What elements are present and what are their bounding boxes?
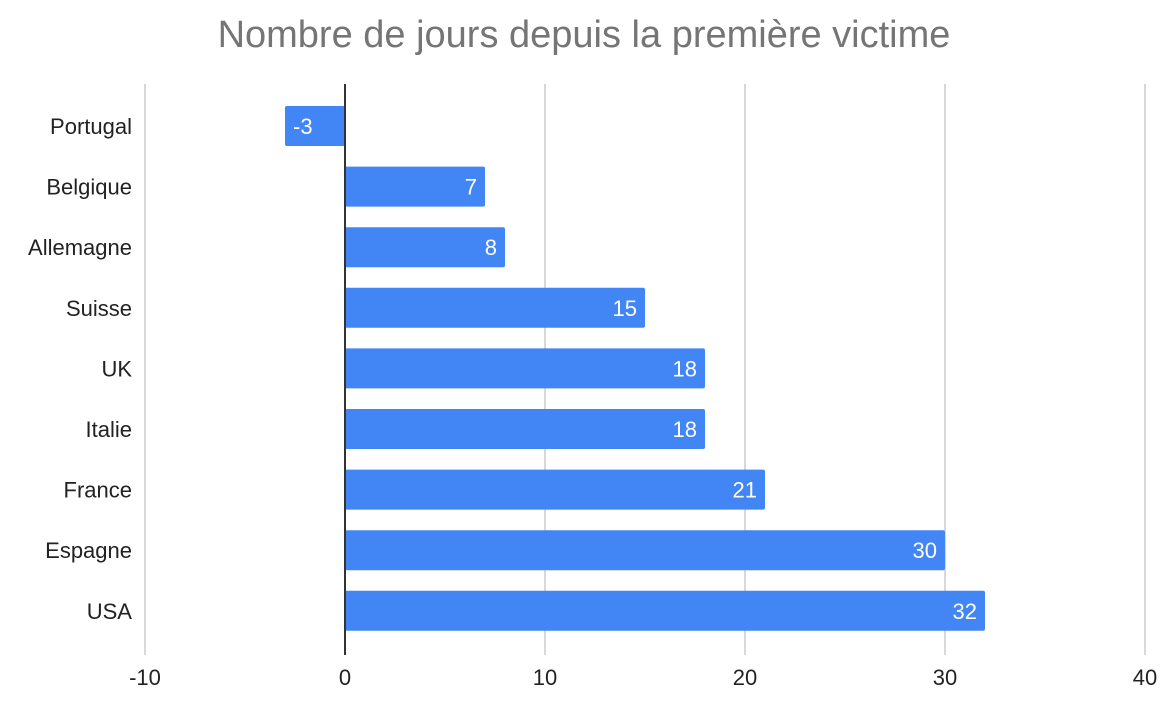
category-label: Espagne (45, 538, 132, 563)
bar-value-label: -3 (293, 114, 313, 139)
category-label: France (64, 478, 132, 503)
bar-value-label: 7 (465, 175, 477, 200)
x-axis-tick-labels: -10 0 10 20 30 40 (129, 665, 1157, 690)
x-tick-label: 30 (933, 665, 957, 690)
bar (345, 469, 765, 510)
category-label: USA (87, 599, 133, 624)
x-tick-label: 0 (339, 665, 351, 690)
chart-title: Nombre de jours depuis la première victi… (217, 14, 951, 56)
x-tick-label: -10 (129, 665, 161, 690)
bar-value-label: 21 (733, 478, 757, 503)
category-label: Italie (86, 417, 132, 442)
category-label: UK (101, 356, 132, 381)
bar-value-label: 18 (673, 417, 697, 442)
bar-value-label: 32 (953, 599, 977, 624)
x-tick-label: 20 (733, 665, 757, 690)
bar-value-label: 15 (613, 296, 637, 321)
bars: -3 7 8 15 18 18 21 30 32 (285, 106, 985, 631)
x-tick-label: 10 (533, 665, 557, 690)
bar (345, 166, 485, 207)
category-label: Portugal (50, 114, 132, 139)
category-label: Suisse (66, 296, 132, 321)
bar-value-label: 8 (485, 235, 497, 260)
bar (345, 227, 505, 268)
bar (345, 530, 945, 571)
bar-value-label: 18 (673, 356, 697, 381)
x-tick-label: 40 (1133, 665, 1157, 690)
category-label: Belgique (46, 175, 132, 200)
bar (345, 348, 705, 389)
category-label: Allemagne (28, 235, 132, 260)
bar (345, 287, 645, 328)
bar (345, 590, 985, 631)
bar-value-label: 30 (913, 538, 937, 563)
bar (345, 409, 705, 449)
bar (285, 106, 345, 146)
category-labels: Portugal Belgique Allemagne Suisse UK Italie F… (28, 114, 132, 624)
